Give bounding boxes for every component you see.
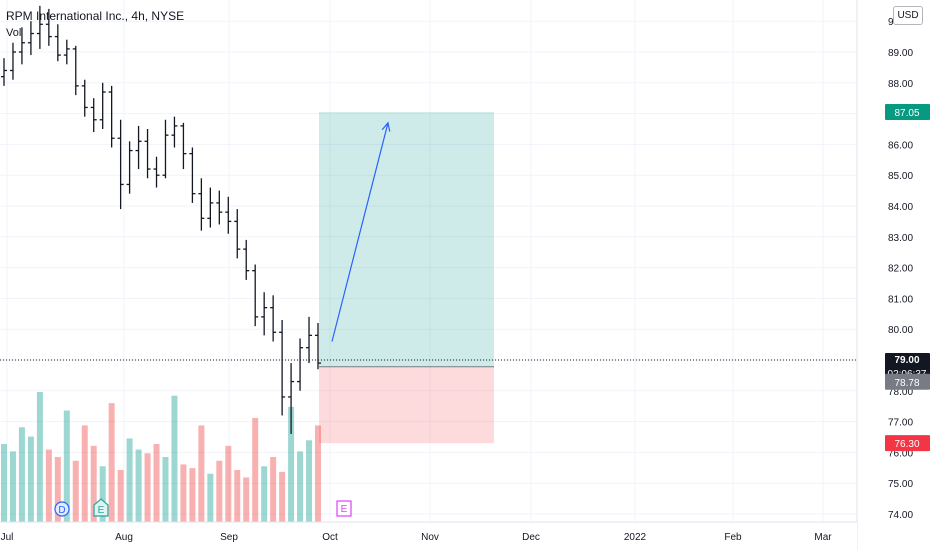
ohlc-bars [1,5,321,434]
trend-arrow-head [381,121,391,132]
entry-price-label-bg [885,373,930,390]
volume-bar [54,457,61,522]
upcoming-earnings-label: E [341,504,348,515]
time-axis-bg [0,522,857,550]
price-tick-label: 89.00 [888,48,913,59]
target-price-label: 87.05 [885,104,930,121]
time-axis[interactable]: Jul Aug Sep Oct Nov Dec 2022 Feb Mar [0,521,857,550]
profit-zone [319,112,494,367]
volume-bar [36,392,43,522]
time-tick-label: Aug [115,532,133,543]
dividend-badge: D [54,501,70,517]
volume-bar [198,425,205,522]
time-tick-label: Nov [421,532,439,543]
upcoming-earnings-badge: E [336,500,352,517]
volume-bar [9,451,16,522]
price-tick-label: 74.00 [888,510,913,521]
time-tick-label: 2022 [624,532,647,543]
price-tick-label: 76.00 [888,448,913,459]
trend-arrow [331,122,389,342]
entry-price-text: 78.78 [894,378,919,389]
volume-bar [216,460,223,522]
volume-bar [279,471,286,522]
stop-price-label-bg [885,435,930,452]
price-tick-label: 85.00 [888,171,913,182]
time-tick-label: Sep [220,532,238,543]
price-axis-bg [857,0,932,550]
time-tick-label: Mar [814,532,832,543]
earnings-badge-label: E [98,505,105,516]
volume-bar [135,449,142,522]
volume-bar [108,403,115,522]
symbol-title[interactable]: RPM International Inc., 4h, NYSE [6,9,185,23]
volume-bar [117,470,124,522]
volume-bar [45,449,52,522]
volume-bars [1,392,321,522]
target-price-label-bg [885,104,930,121]
volume-bar [225,445,232,522]
price-tick-label: 75.00 [888,479,913,490]
volume-bar [162,457,169,522]
currency-button[interactable]: USD [893,6,923,25]
time-tick-label: Dec [522,532,540,543]
volume-bar [234,470,241,522]
dividend-badge-label: D [58,505,65,516]
price-tick-label: 83.00 [888,233,913,244]
volume-bar [81,425,88,522]
volume-bar [90,445,97,522]
target-price-text: 87.05 [894,108,919,119]
volume-bar [261,466,268,522]
volume-bar [243,477,250,522]
earnings-badge: E [93,498,109,517]
volume-bar [1,444,7,522]
loss-zone [319,366,494,444]
time-tick-label: Oct [322,532,338,543]
volume-bar [252,418,259,522]
volume-bar [18,427,25,522]
price-tick-label: 77.00 [888,418,913,429]
stop-price-text: 76.30 [894,439,919,450]
price-tick-label: 82.00 [888,264,913,275]
volume-bar [153,444,160,522]
price-tick-label: 88.00 [888,79,913,90]
price-axis[interactable]: 74.00 75.00 76.00 77.00 78.00 79.00 80.00 81.00… [856,0,932,550]
volume-bar [288,406,295,522]
volume-legend[interactable]: Vol [6,27,22,39]
volume-bar [180,464,187,522]
price-tick-label: 80.00 [888,325,913,336]
volume-bar [315,425,321,522]
time-tick-label: Jul [1,532,14,543]
stop-price-label: 76.30 [885,435,930,452]
earnings-badge-shape [93,498,109,517]
time-tick-label: Feb [724,532,742,543]
current-price-text: 79.00 [894,355,919,366]
upcoming-earnings-shape [336,500,352,517]
price-tick-label: 81.00 [888,294,913,305]
dividend-badge-shape [54,501,70,517]
volume-bar [126,438,133,522]
volume-bar [297,451,304,522]
volume-bar [270,457,277,522]
volume-bar [144,453,151,522]
volume-bar [189,468,196,522]
price-tick-label: 86.00 [888,140,913,151]
price-tick-label: 78.00 [888,387,913,398]
price-tick-label: 84.00 [888,202,913,213]
long-position-tool[interactable] [319,112,494,444]
grid [0,0,857,522]
volume-bar [63,410,70,522]
volume-bar [99,466,106,522]
volume-bar [171,395,178,522]
volume-bar [72,460,79,522]
volume-bar [306,440,313,522]
volume-bar [27,436,34,522]
volume-bar [207,473,214,522]
entry-price-label: 78.78 [885,373,930,390]
